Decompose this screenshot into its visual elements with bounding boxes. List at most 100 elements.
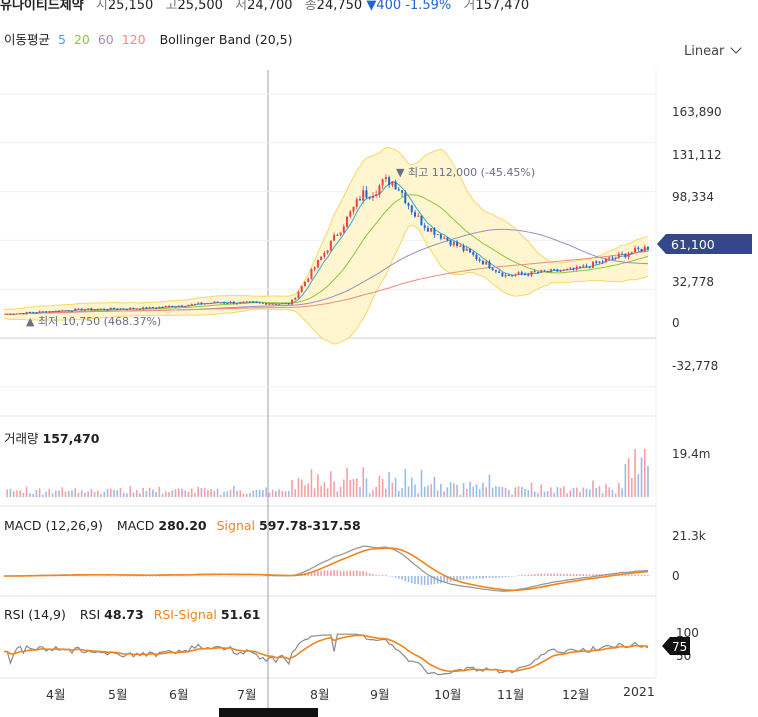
macd-histogram-bar [122,576,125,577]
candle-body [342,226,345,233]
candle-body [614,257,617,259]
candle-body [524,273,527,275]
volume-bar [258,489,261,497]
volume-bar [504,487,507,497]
candle-body [35,312,38,314]
candle-body [174,306,177,308]
candle-body [349,211,352,217]
volume-axis-max: 19.4m [672,447,710,461]
bollinger-label[interactable]: Bollinger Band (20,5) [159,32,293,47]
candle-body [164,306,167,308]
macd-histogram-bar [100,575,102,577]
volume-bar [87,491,89,497]
macd-histogram-bar [495,576,497,578]
candle-body [313,267,316,270]
scrollbar-thumb[interactable] [219,708,318,717]
candle-body [562,269,565,271]
macd-histogram-bar [74,575,76,577]
volume-bar [608,487,610,497]
macd-histogram-bar [563,573,565,576]
macd-histogram-bar [488,576,491,579]
volume-bar [313,488,316,497]
candle-body [598,261,601,263]
ma-legend: 이동평균 5 20 60 120 Bollinger Band (20,5) [4,29,297,48]
signal-value: 597.78-317.58 [259,518,361,533]
macd-histogram-bar [174,575,177,577]
ma20-label[interactable]: 20 [73,32,90,47]
scale-dropdown[interactable]: Linear [684,42,743,59]
macd-histogram-bar [116,576,119,577]
macd-histogram-bar [394,576,397,578]
candle-body [368,197,371,199]
volume-bar [410,477,413,497]
macd-histogram-bar [391,576,394,577]
candle-body [436,234,439,236]
volume-bar [142,488,144,497]
candle-body [404,192,407,204]
volume-bar [242,493,245,497]
macd-histogram-bar [333,570,335,576]
volume-bar [100,494,102,497]
candle-body [498,271,501,273]
rsi-badge: 75 [662,637,690,655]
macd-histogram-bar [498,576,500,578]
ma120-label[interactable]: 120 [121,32,146,47]
candle-body [401,190,404,193]
volume-bar [592,480,594,497]
volume-bar [165,491,167,497]
candle-body [536,272,539,274]
candle-body [219,302,222,304]
candle-body [122,308,125,310]
price-tick: -32,778 [672,359,718,373]
volume-bar [569,490,572,497]
ma60-label[interactable]: 60 [97,32,114,47]
volume-bar [152,489,154,497]
volume-bar [25,486,28,497]
volume-bar [488,474,491,497]
macd-histogram-bar [216,575,219,577]
candle-body [410,205,413,213]
macd-histogram-bar [640,574,643,576]
macd-histogram-bar [517,575,520,576]
rsi-signal-line [4,634,649,673]
volume-bar [187,491,190,497]
candle-body [203,303,206,305]
volume-bar [647,466,649,497]
candle-body [446,237,449,241]
candle-body [575,266,578,270]
candle-body [38,311,41,313]
volume-bar [404,468,407,497]
candle-body [579,266,582,268]
change-value: ▼400 -1.59% [366,0,452,13]
macd-histogram-bar [469,576,471,579]
volume-bar [132,492,135,497]
candle-body [265,303,268,305]
candle-body [70,310,73,312]
candle-body [197,302,200,304]
macd-histogram-bar [184,575,187,577]
macd-histogram-bar [97,575,99,577]
volume-bar [495,486,497,497]
volume-bar [158,486,161,497]
volume-bar [368,493,371,497]
volume-bar [236,490,238,497]
volume-bar [401,487,403,497]
candle-body [145,307,148,309]
candle-body [491,268,494,271]
price-tick: 131,112 [672,148,722,162]
macd-histogram-bar [252,576,254,577]
volume-bar [423,486,426,497]
high-value: 25,500 [177,0,223,13]
ma5-label[interactable]: 5 [58,32,66,47]
volume-bar [109,488,112,497]
candle-body [378,185,381,195]
macd-histogram-bar [142,576,144,577]
volume-bar [543,491,546,497]
candle-body [116,309,119,311]
macd-histogram-bar [181,575,183,577]
rsi-value: 48.73 [104,607,144,622]
macd-histogram-bar [352,570,355,576]
candle-body [481,260,484,265]
macd-histogram-bar [93,575,96,577]
